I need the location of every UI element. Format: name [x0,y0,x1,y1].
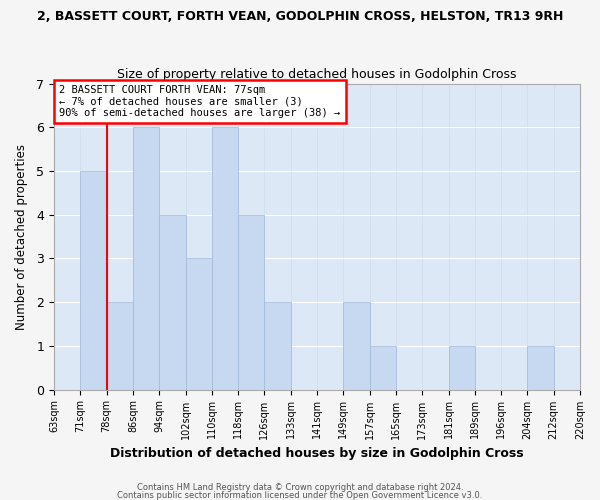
Bar [265,302,291,390]
Bar [133,128,159,390]
Bar [370,346,396,390]
X-axis label: Distribution of detached houses by size in Godolphin Cross: Distribution of detached houses by size … [110,447,524,460]
Bar [343,302,370,390]
Y-axis label: Number of detached properties: Number of detached properties [15,144,28,330]
Bar [449,346,475,390]
Bar [527,346,554,390]
Bar [80,171,107,390]
Bar [185,258,212,390]
Text: Contains HM Land Registry data © Crown copyright and database right 2024.: Contains HM Land Registry data © Crown c… [137,484,463,492]
Text: Contains public sector information licensed under the Open Government Licence v3: Contains public sector information licen… [118,491,482,500]
Bar [212,128,238,390]
Text: 2 BASSETT COURT FORTH VEAN: 77sqm
← 7% of detached houses are smaller (3)
90% of: 2 BASSETT COURT FORTH VEAN: 77sqm ← 7% o… [59,85,341,118]
Bar [238,214,265,390]
Text: 2, BASSETT COURT, FORTH VEAN, GODOLPHIN CROSS, HELSTON, TR13 9RH: 2, BASSETT COURT, FORTH VEAN, GODOLPHIN … [37,10,563,23]
Bar [159,214,185,390]
Title: Size of property relative to detached houses in Godolphin Cross: Size of property relative to detached ho… [117,68,517,81]
Bar [107,302,133,390]
